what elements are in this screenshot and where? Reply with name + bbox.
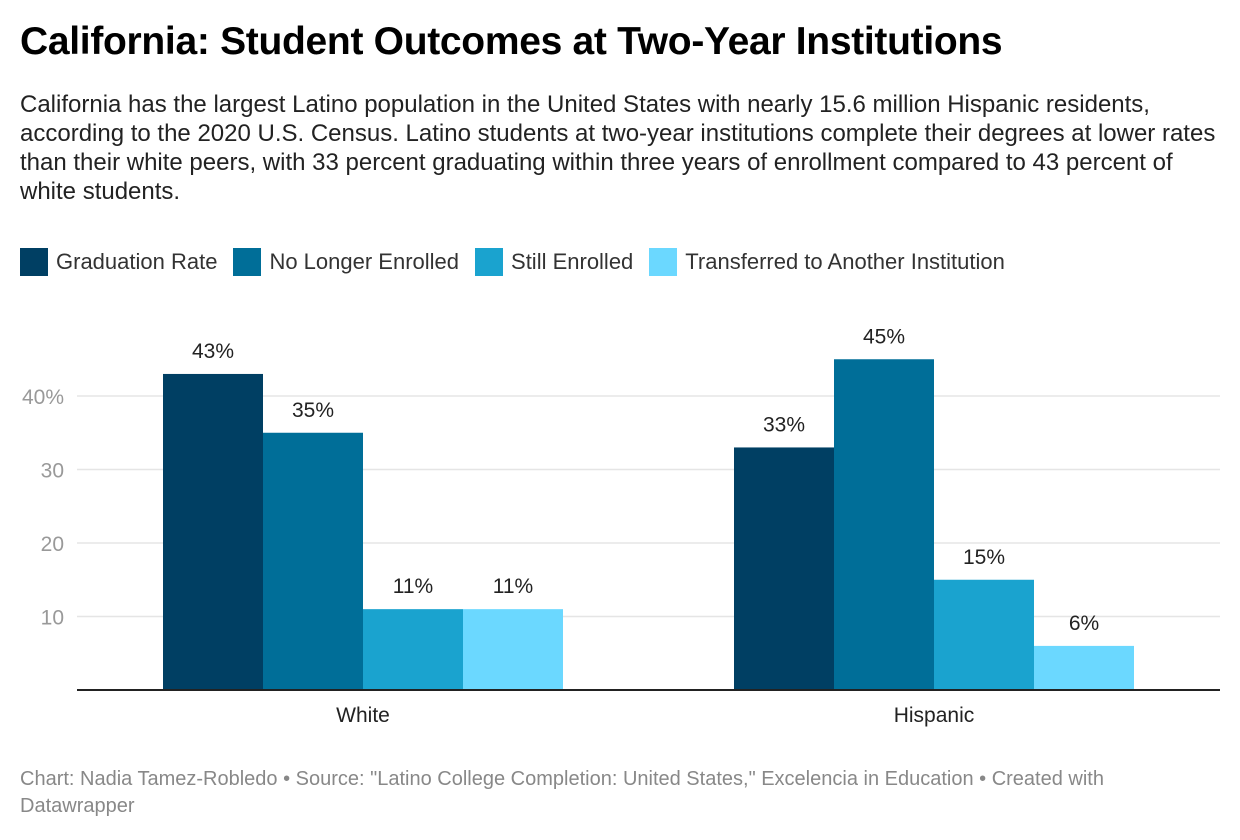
legend: Graduation Rate No Longer Enrolled Still E… xyxy=(20,248,1005,276)
legend-label: Graduation Rate xyxy=(56,249,218,274)
chart-title: California: Student Outcomes at Two-Year… xyxy=(20,20,1003,63)
y-tick-label: 40% xyxy=(22,386,64,409)
bar xyxy=(1034,645,1134,690)
chart-subtitle: California has the largest Latino popula… xyxy=(20,91,1216,205)
x-tick-label: White xyxy=(336,704,390,727)
legend-swatch xyxy=(475,248,504,276)
y-tick-label: 30 xyxy=(41,460,64,483)
data-label: 43% xyxy=(192,340,234,363)
chart-footer: Chart: Nadia Tamez-Robledo • Source: "La… xyxy=(20,768,1104,817)
data-label: 11% xyxy=(493,575,533,598)
bar xyxy=(934,579,1034,690)
legend-label: No Longer Enrolled xyxy=(269,249,460,274)
legend-item: Graduation Rate xyxy=(20,248,217,276)
data-label: 11% xyxy=(393,575,433,598)
bar-chart: 10 20 30 40% 43% 35% 11% 11% White 33% 45% 15% 6% His… xyxy=(22,325,1220,727)
legend-item: Still Enrolled xyxy=(475,248,633,276)
legend-swatch xyxy=(20,248,48,276)
y-tick-label: 20 xyxy=(41,533,64,556)
bar xyxy=(463,609,563,690)
data-label: 33% xyxy=(763,413,805,436)
data-label: 15% xyxy=(963,546,1005,569)
bar xyxy=(363,609,463,690)
legend-swatch xyxy=(649,248,678,276)
bar xyxy=(163,373,263,690)
data-label: 45% xyxy=(863,325,905,348)
data-label: 35% xyxy=(292,399,334,422)
legend-swatch xyxy=(233,248,262,276)
bar xyxy=(263,432,363,690)
bar xyxy=(834,359,934,690)
legend-label: Still Enrolled xyxy=(511,249,634,274)
legend-label: Transferred to Another Institution xyxy=(685,249,1005,274)
bar xyxy=(734,447,834,690)
legend-item: Transferred to Another Institution xyxy=(649,248,1005,276)
legend-item: No Longer Enrolled xyxy=(233,248,459,276)
data-label: 6% xyxy=(1069,612,1099,635)
x-tick-label: Hispanic xyxy=(894,704,975,727)
y-tick-label: 10 xyxy=(41,607,64,630)
